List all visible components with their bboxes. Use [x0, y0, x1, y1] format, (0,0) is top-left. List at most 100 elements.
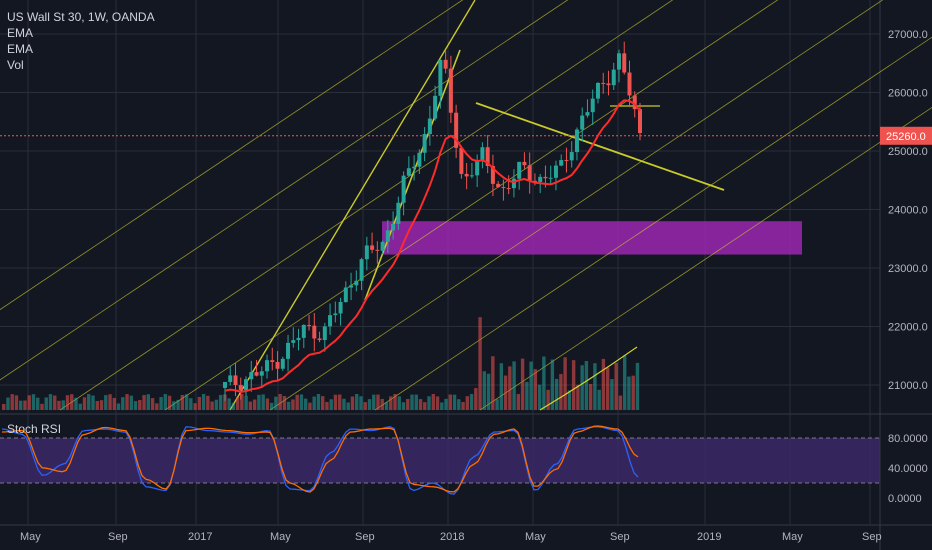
volume-bar: [389, 396, 393, 410]
candle-body: [427, 118, 432, 135]
volume-bar: [444, 398, 448, 410]
volume-bar: [486, 373, 491, 410]
volume-bar: [618, 395, 623, 410]
candle-body: [312, 325, 317, 339]
support-zone: [382, 221, 802, 255]
candle-body: [359, 259, 364, 281]
volume-bar: [240, 394, 244, 410]
volume-bar: [155, 403, 159, 410]
volume-bar: [19, 400, 23, 410]
legend-ema-1[interactable]: EMA: [7, 26, 34, 40]
channel-line: [0, 0, 464, 311]
candle-body: [265, 360, 270, 372]
volume-bar: [393, 394, 397, 410]
volume-bar: [597, 389, 601, 410]
candle-body: [506, 188, 511, 190]
volume-bar: [78, 403, 82, 410]
volume-bar: [87, 394, 91, 410]
candle-body: [270, 360, 275, 363]
candle-body: [464, 173, 469, 177]
volume-bar: [550, 359, 555, 410]
volume-bar: [82, 397, 87, 410]
channel-line: [374, 36, 932, 411]
candle-body: [548, 177, 553, 179]
volume-bar: [346, 402, 350, 410]
channel-line: [479, 106, 932, 411]
candle-body: [532, 180, 537, 183]
volume-bar: [248, 401, 253, 410]
legend-vol[interactable]: Vol: [7, 58, 24, 72]
volume-bar: [401, 402, 406, 410]
volume-bar: [40, 403, 44, 410]
candle-body: [254, 372, 259, 376]
rsi-tick-label: 40.0000: [888, 463, 928, 475]
candle-body: [322, 326, 327, 341]
price-tick-label: 23000.0: [888, 263, 928, 275]
candle-body: [611, 69, 616, 86]
volume-bar: [533, 369, 538, 410]
channel-line: [59, 0, 674, 411]
time-tick-label: Sep: [355, 531, 375, 543]
volume-bar: [274, 396, 278, 410]
volume-bar: [614, 362, 618, 410]
steep-trendline: [229, 0, 476, 411]
candle-body: [553, 165, 558, 178]
candle-body: [601, 82, 606, 84]
candle-body: [595, 82, 600, 99]
candle-body: [538, 176, 543, 183]
volume-bars: [2, 317, 640, 411]
candle-body: [380, 241, 385, 251]
volume-bar: [495, 399, 499, 410]
volume-bar: [384, 402, 389, 410]
volume-bar: [537, 384, 542, 410]
volume-bar: [635, 362, 640, 410]
volume-bar: [367, 399, 372, 410]
volume-bar: [554, 378, 559, 410]
volume-bar: [474, 388, 478, 410]
time-tick-label: 2017: [188, 531, 212, 543]
volume-bar: [142, 395, 146, 410]
candle-body: [475, 160, 480, 176]
volume-bar: [338, 394, 342, 410]
volume-bar: [138, 400, 142, 410]
volume-bar: [355, 394, 359, 410]
candle-body: [291, 340, 296, 343]
volume-bar: [559, 374, 563, 410]
volume-bar: [133, 401, 138, 410]
volume-bar: [223, 394, 227, 410]
volume-bar: [53, 395, 57, 410]
candle-body: [422, 134, 427, 153]
time-tick-label: 2018: [440, 531, 464, 543]
last-price-label: 25260.0: [886, 131, 926, 143]
volume-bar: [499, 363, 504, 410]
candle-body: [616, 53, 621, 70]
volume-bar: [588, 383, 593, 410]
volume-bar: [376, 394, 380, 410]
candle-body: [275, 362, 280, 369]
volume-bar: [321, 396, 325, 410]
time-tick-label: May: [20, 531, 41, 543]
volume-bar: [112, 397, 116, 410]
volume-bar: [359, 396, 363, 410]
candle-body: [301, 324, 306, 338]
candles: [223, 41, 642, 401]
candle-body: [364, 245, 369, 260]
volume-bar: [163, 394, 168, 410]
volume-bar: [372, 394, 376, 410]
volume-bar: [601, 358, 606, 410]
candle-body: [401, 175, 406, 203]
volume-bar: [172, 401, 176, 410]
stoch-rsi-label[interactable]: Stoch RSI: [7, 422, 62, 436]
candle-body: [517, 161, 522, 179]
candle-body: [527, 165, 532, 181]
volume-bar: [48, 394, 53, 410]
volume-bar: [448, 394, 452, 410]
candle-body: [469, 175, 474, 177]
volume-bar: [231, 402, 236, 410]
volume-bar: [286, 401, 291, 410]
candle-body: [328, 315, 333, 327]
candle-body: [228, 375, 233, 382]
legend-ema-2[interactable]: EMA: [7, 42, 34, 56]
volume-bar: [244, 395, 248, 410]
